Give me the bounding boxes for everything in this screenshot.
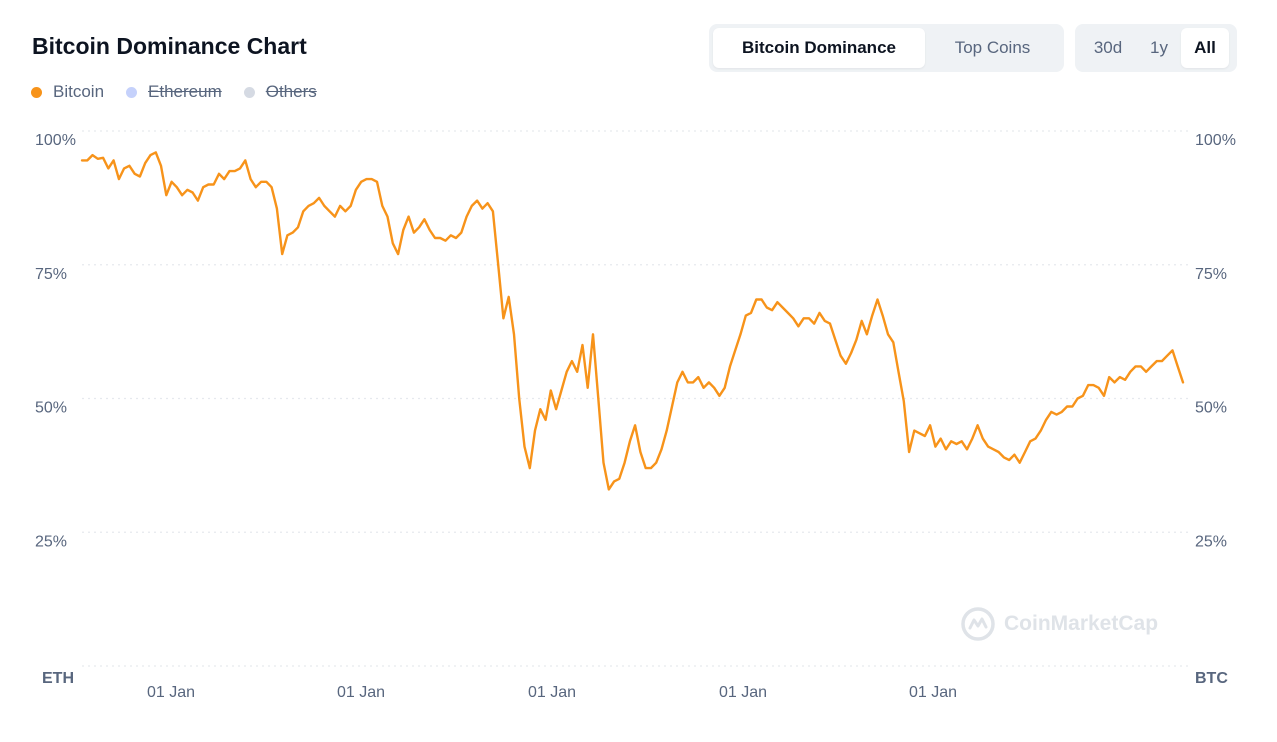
legend-dot-others (243, 86, 255, 98)
legend-dot-bitcoin (31, 86, 42, 98)
x-axis: 01 Jan 01 Jan 01 Jan 01 Jan 01 Jan (147, 684, 957, 701)
x-tick: 01 Jan (909, 684, 957, 701)
watermark: CoinMarketCap (960, 606, 1158, 642)
range-30d-button[interactable]: 30d (1093, 38, 1123, 57)
y-tick-left: 50% (35, 400, 67, 417)
y-tick-right: 25% (1195, 533, 1227, 550)
legend-item-bitcoin[interactable]: Bitcoin (31, 82, 104, 102)
x-tick: 01 Jan (528, 684, 576, 701)
page-title: Bitcoin Dominance Chart (32, 33, 307, 59)
y-tick-right: 75% (1195, 266, 1227, 283)
range-toggle: 30d 1y All (1075, 24, 1237, 72)
y-tick-right: 100% (1195, 132, 1236, 149)
chart-grid (82, 130, 1188, 667)
tab-bitcoin-dominance[interactable]: Bitcoin Dominance (713, 28, 925, 68)
x-tick: 01 Jan (147, 684, 195, 701)
x-axis-end-right: BTC (1195, 670, 1228, 687)
y-tick-right: 50% (1195, 400, 1227, 417)
legend-label-others: Others (265, 82, 317, 101)
watermark-text: CoinMarketCap (1004, 612, 1159, 635)
series-group (80, 151, 1185, 491)
legend-label-ethereum: Ethereum (148, 82, 222, 101)
y-tick-left: 75% (35, 266, 67, 283)
y-tick-left: 100% (35, 132, 76, 149)
coinmarketcap-logo-icon (961, 607, 995, 641)
x-axis-end-left: ETH (42, 670, 74, 687)
x-tick: 01 Jan (719, 684, 767, 701)
legend-item-others[interactable]: Others (243, 82, 317, 102)
range-1y-button[interactable]: 1y (1150, 38, 1168, 57)
series-line-bitcoin (80, 151, 1185, 491)
y-tick-left: 25% (35, 533, 67, 550)
tab-top-coins[interactable]: Top Coins (954, 38, 1031, 57)
range-all-button[interactable]: All (1181, 28, 1229, 68)
x-tick: 01 Jan (337, 684, 385, 701)
legend-label-bitcoin: Bitcoin (53, 82, 105, 101)
legend-dot-ethereum (126, 86, 138, 98)
view-toggle: Bitcoin Dominance Top Coins (709, 24, 1064, 72)
legend-item-ethereum[interactable]: Ethereum (126, 82, 222, 102)
y-axis-left: 100% 75% 50% 25% (35, 132, 76, 550)
chart-legend: Bitcoin Ethereum Others (31, 82, 317, 102)
y-axis-right: 100% 75% 50% 25% (1195, 132, 1236, 550)
